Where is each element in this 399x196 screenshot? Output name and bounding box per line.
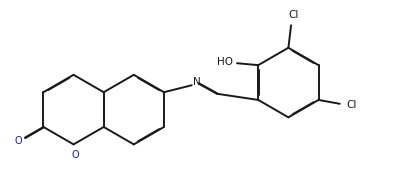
Text: Cl: Cl bbox=[288, 10, 298, 20]
Text: N: N bbox=[193, 77, 201, 87]
Text: HO: HO bbox=[217, 57, 233, 67]
Text: Cl: Cl bbox=[346, 100, 357, 110]
Text: O: O bbox=[14, 136, 22, 146]
Text: O: O bbox=[72, 150, 79, 160]
